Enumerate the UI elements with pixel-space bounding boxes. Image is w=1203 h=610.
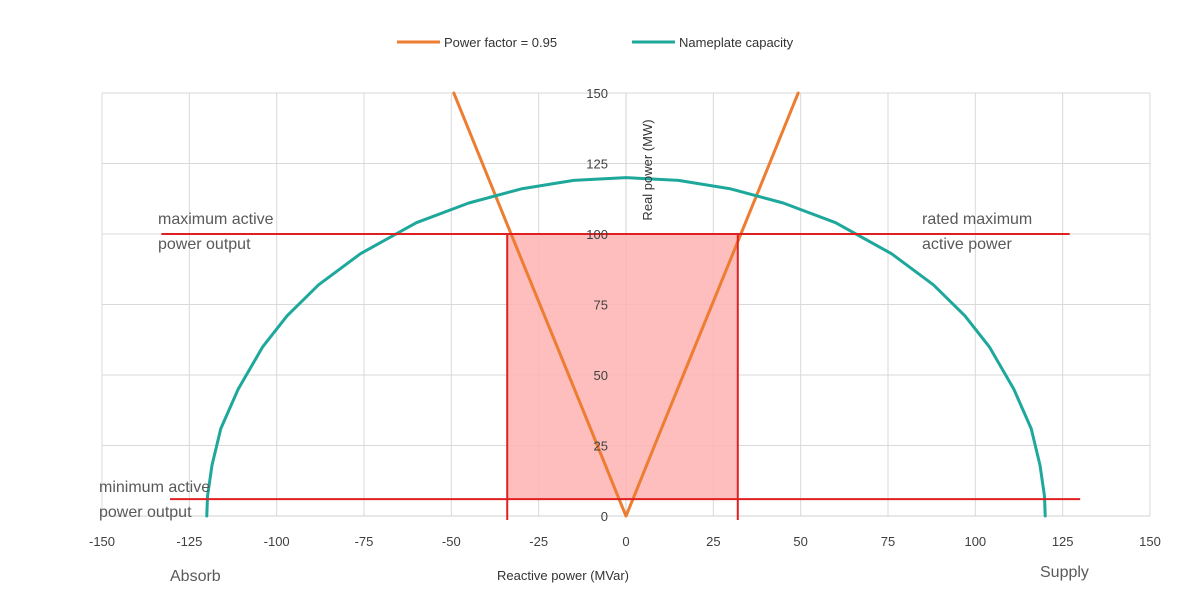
annotation-supply: Supply xyxy=(1040,564,1089,581)
region-layer xyxy=(507,234,738,500)
operating-region xyxy=(507,234,738,500)
x-tick-label--150: -150 xyxy=(89,534,115,549)
legend-label-nameplate: Nameplate capacity xyxy=(679,35,794,50)
x-tick-label-150: 150 xyxy=(1139,534,1161,549)
series-layer xyxy=(205,91,1047,518)
x-tick-label-0: 0 xyxy=(622,534,629,549)
x-tick-label-50: 50 xyxy=(793,534,807,549)
y-tick-label-25: 25 xyxy=(594,439,608,454)
x-tick-label-125: 125 xyxy=(1052,534,1074,549)
annotation-min-left-line2: power output xyxy=(99,504,192,521)
annotation-max-left-line2: power output xyxy=(158,236,251,253)
tick-labels-layer: 0 25 50 75 100 125 150 -150 -125 -100 -75 -50 -25 0 25… xyxy=(89,86,1161,549)
series-line-power-factor xyxy=(452,91,800,518)
annotation-min-left-line1: minimum active xyxy=(99,479,210,496)
legend: Power factor = 0.95 Nameplate capacity xyxy=(397,35,794,50)
series-line-nameplate xyxy=(205,176,1047,518)
x-tick-label-100: 100 xyxy=(964,534,986,549)
x-tick-label--75: -75 xyxy=(355,534,374,549)
y-tick-label-125: 125 xyxy=(586,157,608,172)
x-tick-label--100: -100 xyxy=(264,534,290,549)
legend-label-power-factor: Power factor = 0.95 xyxy=(444,35,557,50)
x-tick-label--50: -50 xyxy=(442,534,461,549)
x-tick-label-75: 75 xyxy=(881,534,895,549)
x-tick-label-25: 25 xyxy=(706,534,720,549)
x-tick-label--25: -25 xyxy=(529,534,548,549)
annotation-max-right-line2: active power xyxy=(922,236,1012,253)
y-tick-label-75: 75 xyxy=(594,298,608,313)
y-tick-label-0: 0 xyxy=(601,509,608,524)
y-tick-label-100: 100 xyxy=(586,227,608,242)
y-tick-label-150: 150 xyxy=(586,86,608,101)
y-tick-label-50: 50 xyxy=(594,368,608,383)
y-axis-title: Real power (MW) xyxy=(640,119,655,220)
x-axis-title: Reactive power (MVar) xyxy=(497,568,629,583)
annotation-max-right-line1: rated maximum xyxy=(922,211,1032,228)
annotation-max-left-line1: maximum active xyxy=(158,211,274,228)
x-tick-label--125: -125 xyxy=(176,534,202,549)
annotation-absorb: Absorb xyxy=(170,568,221,585)
reference-lines-layer xyxy=(161,233,1081,520)
